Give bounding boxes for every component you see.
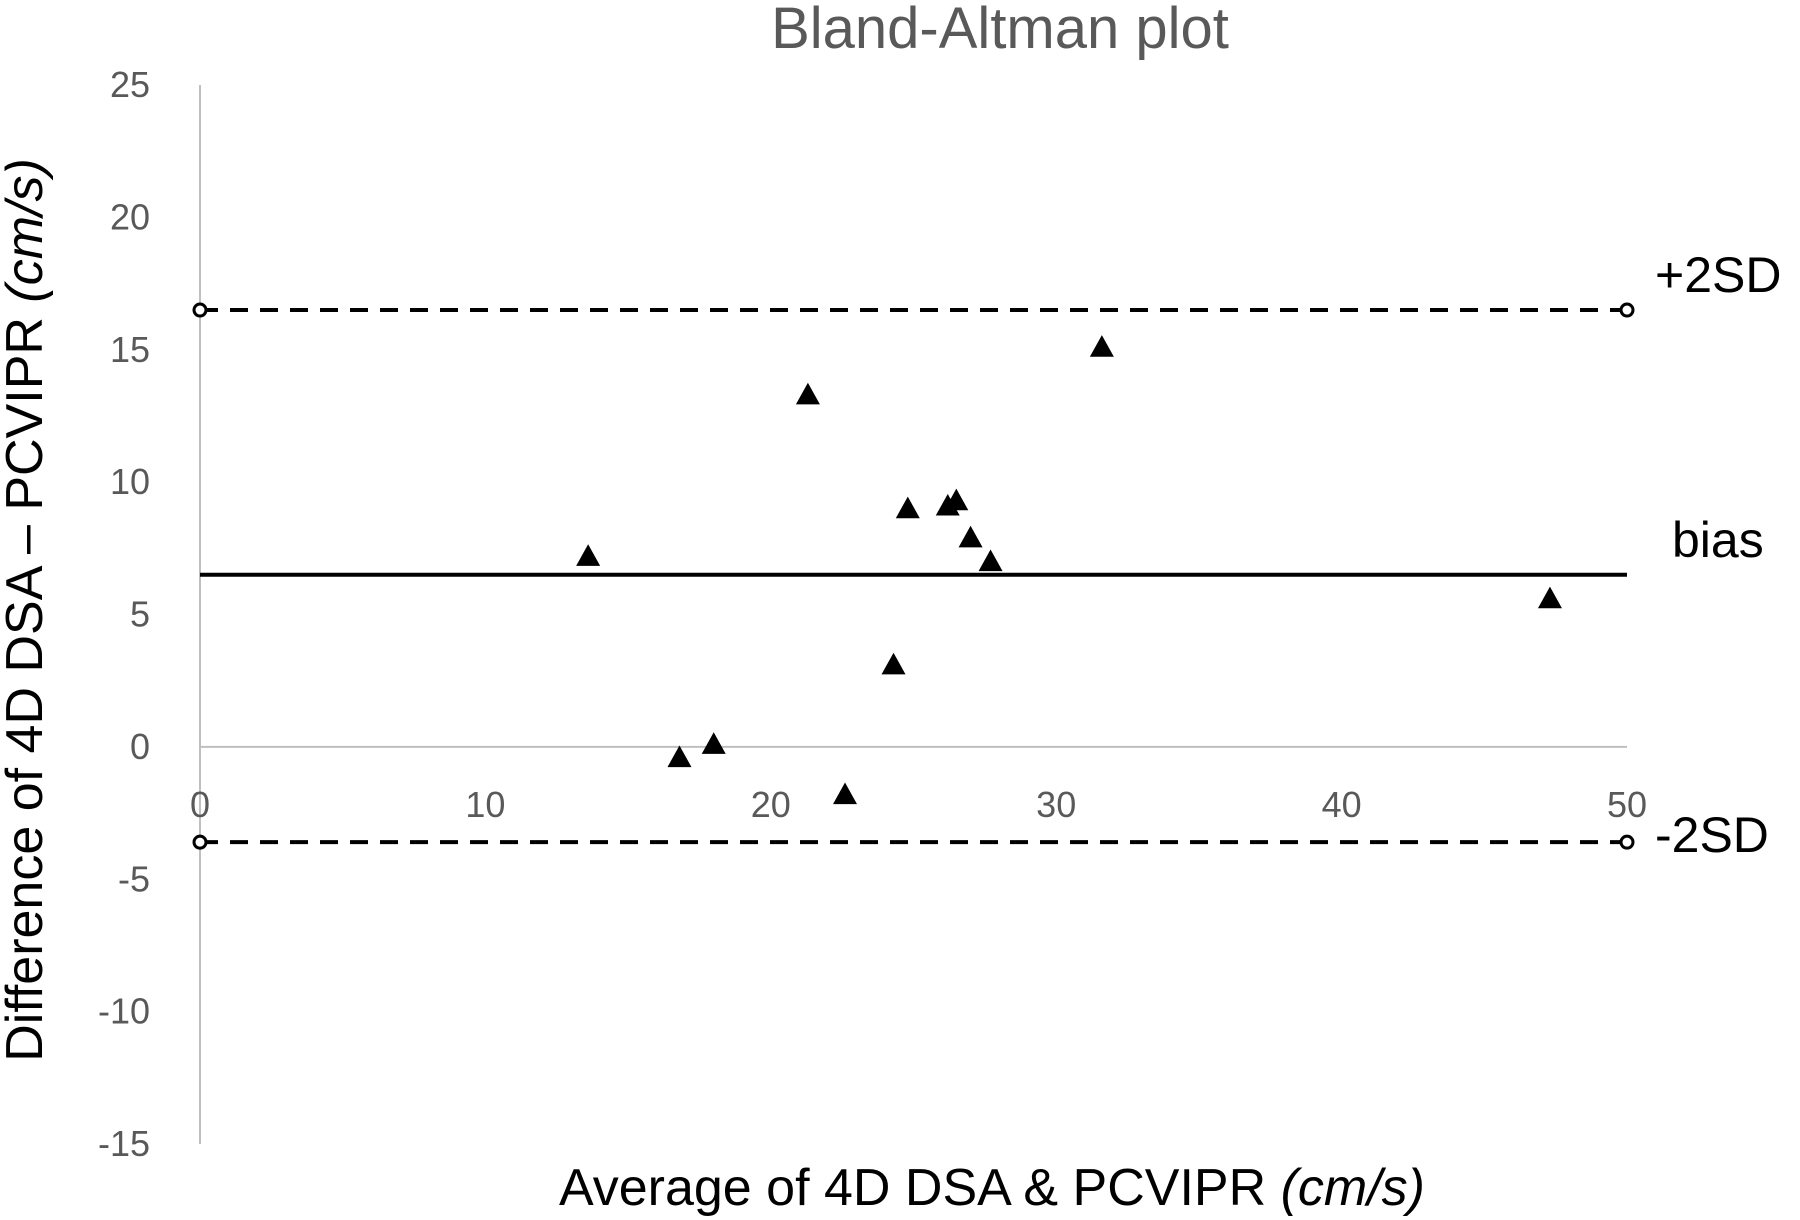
ref-line-end-marker bbox=[1619, 302, 1635, 318]
y-tick-label: 15 bbox=[110, 329, 150, 370]
data-point-marker bbox=[944, 488, 969, 511]
x-tick-label: 40 bbox=[1322, 784, 1362, 825]
data-point-marker bbox=[701, 732, 726, 754]
x-tick-label: 0 bbox=[190, 784, 210, 825]
data-point-marker bbox=[795, 382, 820, 405]
data-point-marker bbox=[833, 782, 858, 805]
x-axis-title: Average of 4D DSA & PCVIPR (cm/s) bbox=[559, 1159, 1425, 1217]
y-tick-label: -5 bbox=[118, 858, 150, 899]
axes bbox=[199, 85, 1627, 1144]
data-point-marker bbox=[978, 549, 1003, 572]
reference-lines: +2SD bias -2SD bbox=[192, 247, 1781, 863]
y-tick-label: -10 bbox=[98, 991, 150, 1032]
x-tick-label: 20 bbox=[751, 784, 791, 825]
ref-line-label: +2SD bbox=[1655, 247, 1781, 303]
data-point-marker bbox=[1089, 335, 1114, 357]
y-tick-label: 25 bbox=[110, 64, 150, 105]
ref-line-label: -2SD bbox=[1655, 807, 1769, 863]
data-point-marker bbox=[576, 544, 601, 566]
x-axis-title-unit: (cm/s) bbox=[1281, 1159, 1425, 1217]
y-tick-label: 5 bbox=[130, 594, 150, 635]
data-point-marker bbox=[881, 652, 906, 675]
x-tick-label: 50 bbox=[1607, 784, 1647, 825]
data-point-marker bbox=[1537, 586, 1562, 609]
data-point-marker bbox=[667, 745, 692, 768]
x-tick-label: 10 bbox=[465, 784, 505, 825]
x-tick-label: 30 bbox=[1036, 784, 1076, 825]
data-point-marker bbox=[958, 525, 983, 548]
chart-title: Bland-Altman plot bbox=[771, 0, 1229, 61]
y-tick-label: 0 bbox=[130, 726, 150, 767]
y-axis-title-unit: (cm/s) bbox=[0, 158, 54, 302]
y-tick-label: 20 bbox=[110, 196, 150, 237]
y-axis-title: Difference of 4D DSA – PCVIPR (cm/s) bbox=[0, 158, 54, 1062]
y-axis-title-main: Difference of 4D DSA – PCVIPR bbox=[0, 303, 54, 1062]
ref-line-end-marker bbox=[192, 302, 208, 318]
x-axis-title-main: Average of 4D DSA & PCVIPR bbox=[559, 1159, 1281, 1217]
ref-line-end-marker bbox=[1619, 834, 1635, 850]
data-point-marker bbox=[895, 496, 920, 519]
data-points bbox=[576, 335, 1562, 805]
ref-line-label: bias bbox=[1672, 512, 1764, 568]
y-tick-label: 10 bbox=[110, 461, 150, 502]
ref-line-end-marker bbox=[192, 834, 208, 850]
y-tick-label: -15 bbox=[98, 1123, 150, 1164]
